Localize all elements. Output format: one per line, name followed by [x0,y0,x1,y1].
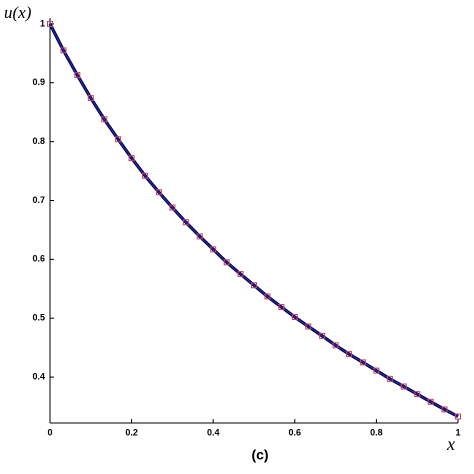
curve-shadow [48,23,459,418]
marker [169,204,176,211]
marker [101,116,108,123]
marker [427,398,434,405]
marker [115,136,122,143]
marker [223,259,230,266]
marker [47,20,53,27]
y-tick-label: 0.4 [32,371,45,381]
marker [332,342,339,349]
x-tick-label: 1 [455,427,460,437]
marker [386,375,393,382]
marker [182,219,189,226]
marker [87,95,94,102]
marker [196,233,203,240]
y-tick-label: 0.9 [32,77,45,87]
x-tick-label: 0.2 [125,427,138,437]
marker [346,351,353,358]
marker [142,172,149,179]
marker [155,189,162,196]
marker [441,406,448,413]
caption: (c) [251,447,268,463]
marker [400,383,407,390]
marker [414,391,421,398]
y-tick-label: 0.5 [32,313,45,323]
x-tick-label: 0.4 [207,427,220,437]
marker [373,367,380,374]
y-tick-label: 1 [40,18,45,28]
marker [359,359,366,366]
x-tick-label: 0 [47,427,52,437]
marker [60,47,67,54]
marker [305,323,312,330]
marker [210,246,217,253]
curve [49,23,459,418]
marker [319,332,326,339]
x-tick-label: 0.6 [289,427,302,437]
marker [237,271,244,278]
marker [455,413,461,420]
y-tick-label: 0.7 [32,195,45,205]
marker [251,282,257,289]
marker [264,293,271,300]
marker [278,304,285,311]
x-tick-label: 0.8 [370,427,383,437]
x-axis-label: x [446,434,455,454]
marker [128,155,135,162]
y-tick-label: 0.8 [32,136,45,146]
marker [291,314,298,321]
y-tick-label: 0.6 [32,254,45,264]
marker [74,72,81,79]
y-axis-label: u(x) [4,3,32,22]
